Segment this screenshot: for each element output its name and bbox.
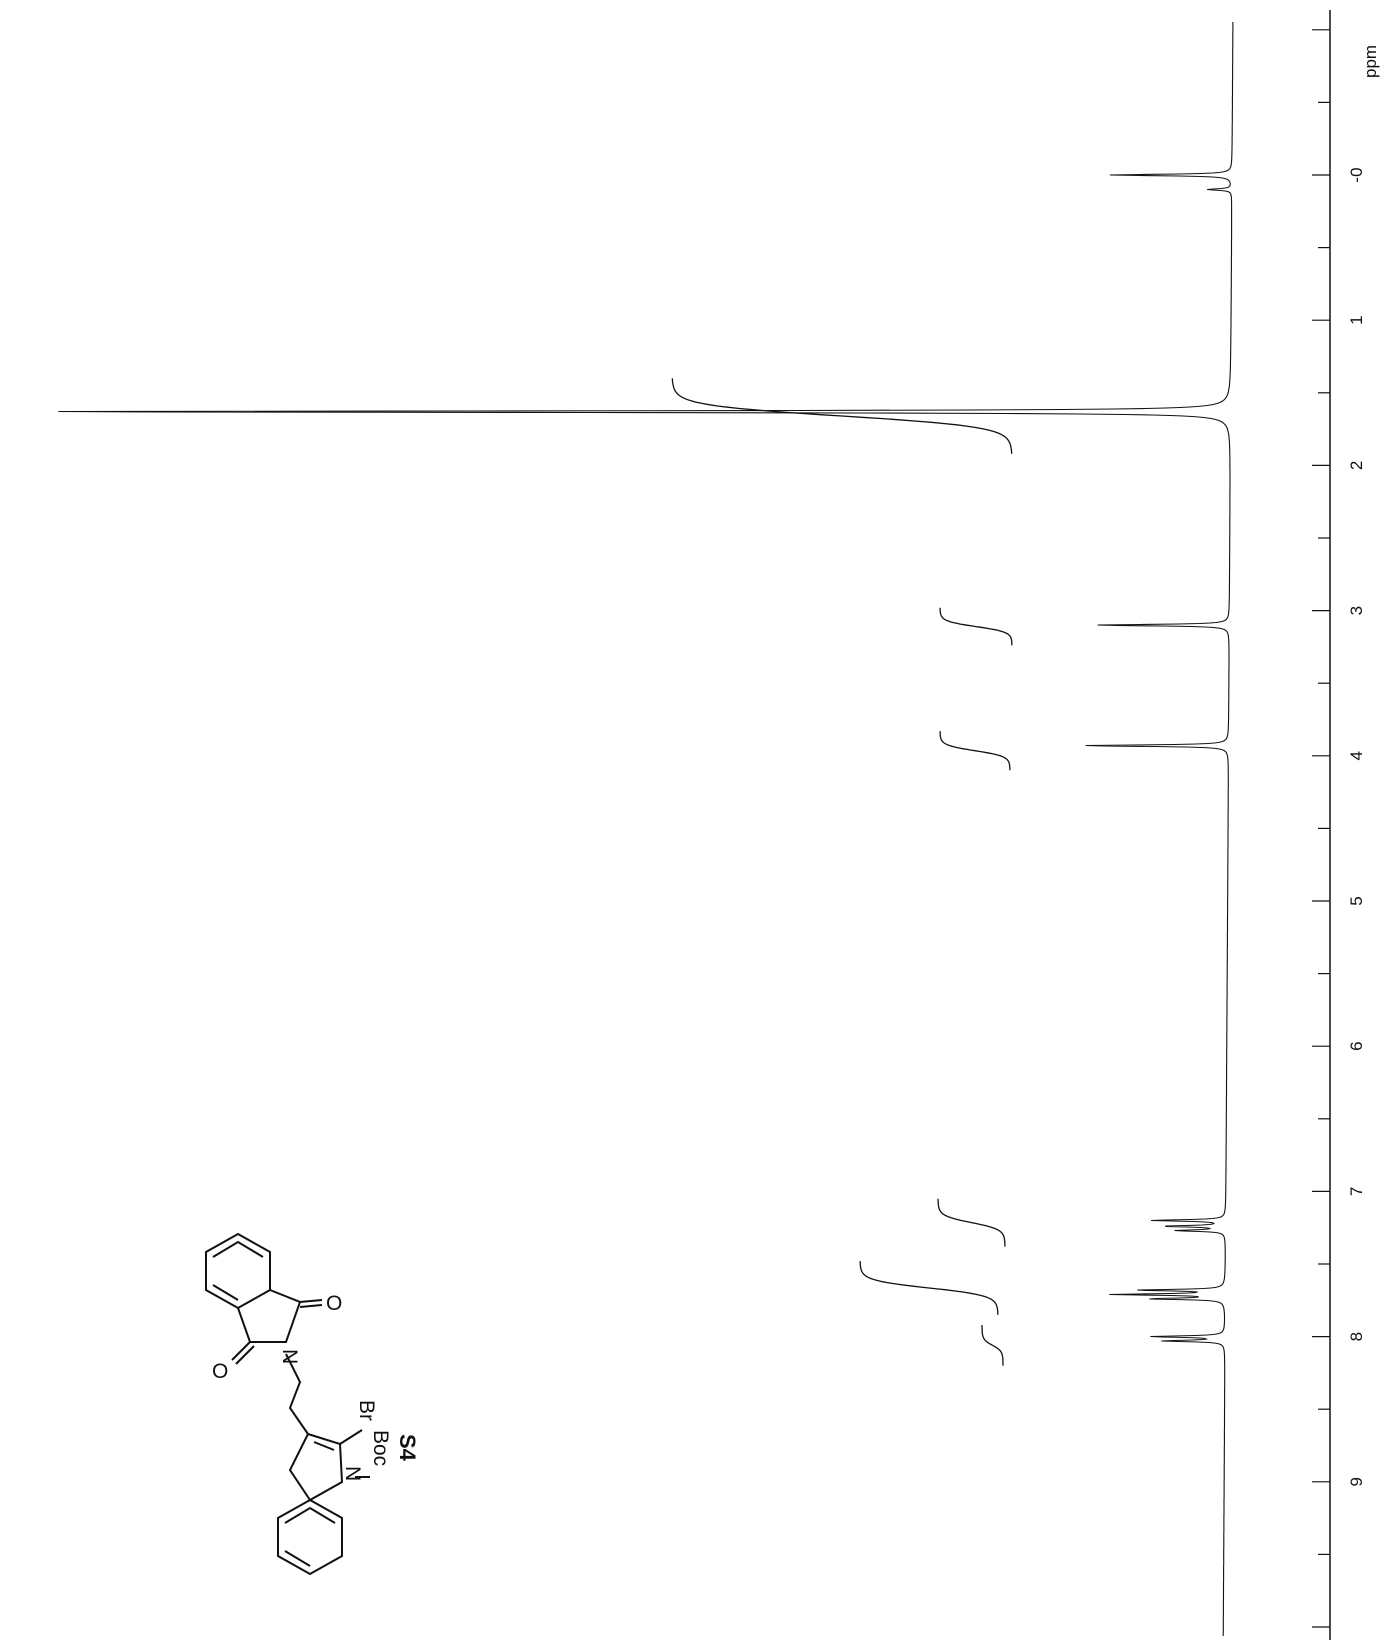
imide-ring — [237, 1289, 302, 1343]
ethyl-linker — [285, 1353, 309, 1435]
integral-curve — [939, 731, 1011, 771]
tick-label: 6 — [1347, 1041, 1366, 1050]
atom-boc: Boc — [369, 1430, 392, 1466]
atom-o1: O — [326, 1292, 342, 1315]
spectrum-peaks — [11, 175, 1232, 1341]
indole-pyrrole-ring — [288, 1433, 344, 1502]
tick-label: 7 — [1347, 1187, 1366, 1196]
tick-label: 8 — [1347, 1332, 1366, 1341]
ppm-axis: ppm — [1329, 10, 1380, 1640]
atom-n-indole: N — [341, 1466, 364, 1481]
tick-label: 9 — [1347, 1477, 1366, 1486]
integral-curve — [939, 607, 1013, 646]
integral-curve — [859, 1261, 999, 1315]
atom-o2: O — [212, 1360, 228, 1383]
carbonyl-bond-2 — [231, 1341, 251, 1361]
spectrum-trace — [58, 22, 1234, 1636]
phthalimide-aromatic-inner-2 — [212, 1284, 239, 1301]
atom-br: Br — [355, 1400, 378, 1421]
compound-label: S4 — [395, 1434, 420, 1462]
tick-label: 3 — [1347, 606, 1366, 615]
chemical-structure — [205, 1232, 370, 1576]
phthalimide-benzene-ring — [205, 1232, 271, 1310]
phthalimide-aromatic-inner — [212, 1240, 264, 1258]
c-br-bond — [339, 1429, 363, 1445]
indole-aromatic-inner — [284, 1506, 336, 1524]
integral-curves — [671, 378, 1013, 1366]
tick-label: 5 — [1347, 896, 1366, 905]
carbonyl-bond-2b — [235, 1345, 255, 1365]
axis-unit-label: ppm — [1361, 45, 1380, 78]
indole-aromatic-inner-2 — [284, 1550, 311, 1567]
tick-label: -0 — [1347, 167, 1366, 182]
tick-label: 2 — [1347, 461, 1366, 470]
integral-curve — [671, 378, 1013, 454]
integral-curve — [937, 1198, 1006, 1247]
indole-benzene-ring — [277, 1498, 343, 1576]
atom-n-imide: N — [278, 1349, 301, 1364]
integral-curve — [981, 1325, 1004, 1366]
tick-label: 1 — [1347, 315, 1366, 324]
carbonyl-bond-1 — [299, 1299, 323, 1303]
carbonyl-bond-1b — [299, 1304, 323, 1308]
axis-ticks: -0 1 2 3 4 5 6 7 8 9 — [1312, 29, 1366, 1628]
tick-label: 4 — [1347, 751, 1366, 760]
indole-double-bond — [313, 1441, 335, 1451]
